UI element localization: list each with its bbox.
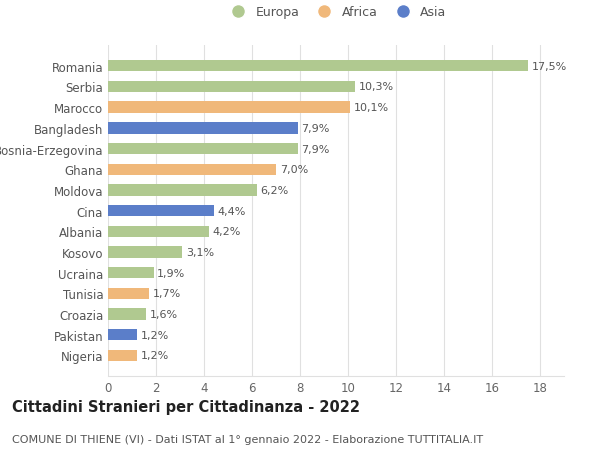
Bar: [108, 61, 528, 72]
Bar: [108, 82, 355, 93]
Text: 4,2%: 4,2%: [212, 227, 241, 237]
Text: 10,1%: 10,1%: [354, 103, 389, 113]
Text: COMUNE DI THIENE (VI) - Dati ISTAT al 1° gennaio 2022 - Elaborazione TUTTITALIA.: COMUNE DI THIENE (VI) - Dati ISTAT al 1°…: [12, 434, 483, 444]
Text: 1,6%: 1,6%: [150, 309, 178, 319]
Text: 10,3%: 10,3%: [359, 82, 394, 92]
Text: 1,2%: 1,2%: [140, 351, 169, 361]
Text: 17,5%: 17,5%: [532, 62, 567, 72]
Bar: [108, 226, 209, 237]
Bar: [108, 123, 298, 134]
Bar: [108, 164, 276, 175]
Bar: [108, 268, 154, 279]
Text: Cittadini Stranieri per Cittadinanza - 2022: Cittadini Stranieri per Cittadinanza - 2…: [12, 399, 360, 414]
Text: 1,7%: 1,7%: [152, 289, 181, 299]
Text: 7,9%: 7,9%: [301, 144, 329, 154]
Legend: Europa, Africa, Asia: Europa, Africa, Asia: [226, 6, 446, 19]
Bar: [108, 309, 146, 320]
Bar: [108, 185, 257, 196]
Bar: [108, 206, 214, 217]
Text: 4,4%: 4,4%: [217, 206, 245, 216]
Text: 1,9%: 1,9%: [157, 268, 185, 278]
Bar: [108, 350, 137, 361]
Bar: [108, 247, 182, 258]
Bar: [108, 288, 149, 299]
Bar: [108, 102, 350, 113]
Text: 6,2%: 6,2%: [260, 185, 289, 196]
Bar: [108, 144, 298, 155]
Text: 3,1%: 3,1%: [186, 247, 214, 257]
Text: 1,2%: 1,2%: [140, 330, 169, 340]
Bar: [108, 330, 137, 341]
Text: 7,9%: 7,9%: [301, 123, 329, 134]
Text: 7,0%: 7,0%: [280, 165, 308, 175]
